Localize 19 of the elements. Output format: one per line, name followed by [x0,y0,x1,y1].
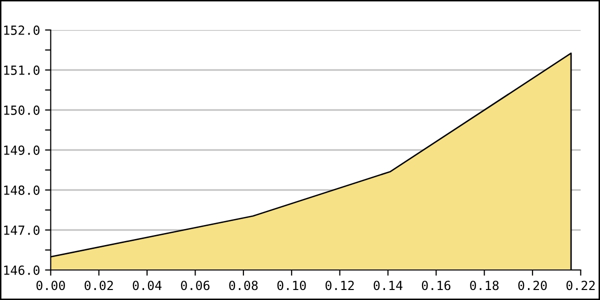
x-tick-label: 0.06 [181,280,210,290]
x-tick-label: 0.02 [84,280,113,290]
x-tick-label: 0.14 [374,280,402,290]
x-tick-label: 0.22 [566,280,595,290]
x-tick-label: 0.04 [132,280,162,290]
y-tick-label: 149.0 [4,146,40,155]
x-tick-label: 0.16 [422,280,450,290]
x-tick-label: 0.10 [277,280,306,290]
x-tick-label: 0.18 [470,280,499,290]
y-tick-label: 146.0 [4,266,40,275]
y-tick-label: 152.0 [4,26,40,35]
x-tick-label: 0.20 [518,280,547,290]
y-tick-label: 150.0 [4,106,40,115]
x-tick-label: 0.08 [229,280,258,290]
y-tick-label: 151.0 [4,66,40,75]
y-tick-label: 148.0 [4,186,40,195]
y-tick-label: 147.0 [4,226,40,235]
x-tick-label: 0.00 [36,280,65,290]
x-tick-label: 0.12 [326,280,354,290]
